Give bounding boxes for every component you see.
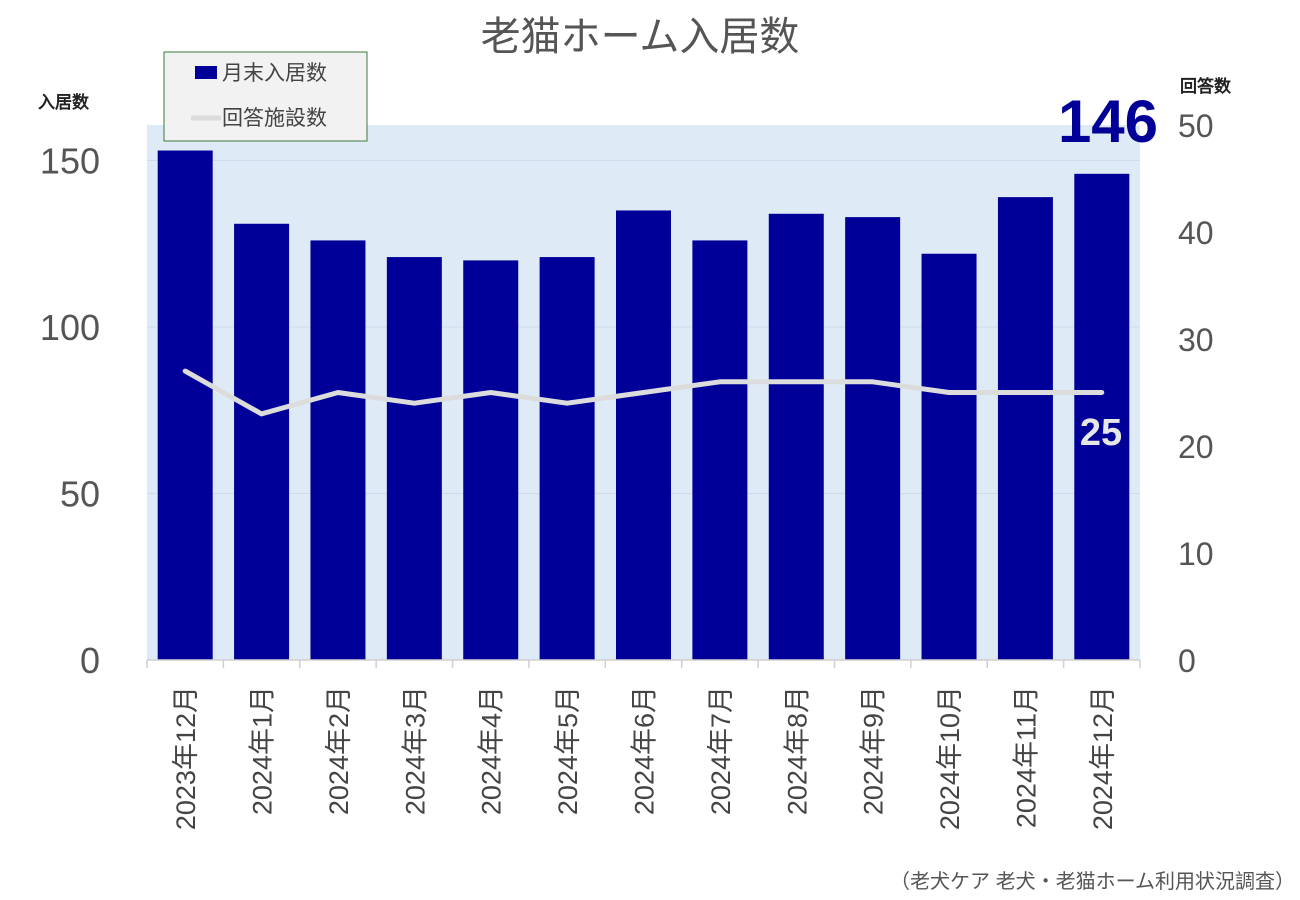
x-tick-label: 2024年11月 xyxy=(1011,686,1041,828)
x-tick-label: 2024年4月 xyxy=(477,686,507,815)
x-tick-label: 2023年12月 xyxy=(171,686,201,830)
line-point-2 xyxy=(335,390,340,395)
x-tick-label: 2024年10月 xyxy=(935,686,965,830)
right-tick-label: 50 xyxy=(1178,108,1214,144)
right-axis-ticks: 0 10 20 30 40 50 xyxy=(1178,108,1214,679)
x-axis-ticks: 2023年12月 2024年1月 2024年2月 2024年3月 2024年4月 2024… xyxy=(171,686,1118,830)
bar-series xyxy=(157,150,1130,661)
x-tick-label: 2024年1月 xyxy=(248,686,278,815)
legend-bar-swatch xyxy=(195,66,217,79)
bar-8 xyxy=(768,213,824,660)
legend: 月末入居数 回答施設数 xyxy=(163,51,368,142)
line-point-12 xyxy=(1099,390,1104,395)
x-axis xyxy=(146,659,1141,668)
bar-1 xyxy=(234,223,290,660)
x-tick-label: 2024年7月 xyxy=(706,686,736,815)
line-point-6 xyxy=(641,390,646,395)
bar-11 xyxy=(997,197,1053,660)
x-tick-label: 2024年5月 xyxy=(553,686,583,815)
left-axis-title: 入居数 xyxy=(38,92,90,112)
bar-4 xyxy=(463,260,519,660)
line-point-3 xyxy=(412,401,417,406)
line-point-1 xyxy=(259,411,264,416)
right-tick-label: 40 xyxy=(1178,215,1214,251)
chart-title: 老猫ホーム入居数 xyxy=(481,15,800,59)
bar-last-value-callout: 146 xyxy=(1058,88,1158,155)
left-tick-label: 50 xyxy=(60,474,100,515)
line-last-value-callout: 25 xyxy=(1080,412,1122,454)
x-tick-label: 2024年9月 xyxy=(859,686,889,815)
line-point-9 xyxy=(870,379,875,384)
left-tick-label: 150 xyxy=(40,141,100,182)
source-note: （老犬ケア 老犬・老猫ホーム利用状況調査） xyxy=(890,870,1295,893)
bar-7 xyxy=(692,240,748,661)
x-tick-label: 2024年2月 xyxy=(324,686,354,815)
line-point-4 xyxy=(488,390,493,395)
right-tick-label: 10 xyxy=(1178,536,1214,572)
bar-3 xyxy=(386,257,442,660)
right-axis-title: 回答数 xyxy=(1180,76,1232,96)
left-axis-ticks: 0 50 100 150 xyxy=(40,141,100,682)
right-tick-label: 20 xyxy=(1178,429,1214,465)
bar-2 xyxy=(310,240,366,661)
bar-5 xyxy=(539,257,595,660)
line-point-0 xyxy=(183,369,188,374)
left-tick-label: 100 xyxy=(40,307,100,348)
x-tick-label: 2024年8月 xyxy=(782,686,812,815)
legend-line-label: 回答施設数 xyxy=(222,107,327,130)
right-tick-label: 0 xyxy=(1178,643,1196,679)
line-point-10 xyxy=(947,390,952,395)
right-tick-label: 30 xyxy=(1178,322,1214,358)
line-point-7 xyxy=(717,379,722,384)
line-point-11 xyxy=(1023,390,1028,395)
legend-bar-label: 月末入居数 xyxy=(222,62,327,85)
bar-9 xyxy=(845,217,901,661)
line-point-8 xyxy=(794,379,799,384)
x-tick-label: 2024年3月 xyxy=(400,686,430,815)
line-point-5 xyxy=(565,401,570,406)
left-tick-label: 0 xyxy=(80,640,100,681)
x-tick-label: 2024年12月 xyxy=(1088,686,1118,830)
bar-12 xyxy=(1074,173,1130,660)
bar-0 xyxy=(157,150,213,660)
bar-6 xyxy=(616,210,671,660)
line-series xyxy=(182,368,1105,417)
bar-10 xyxy=(921,253,977,661)
x-tick-label: 2024年6月 xyxy=(630,686,660,815)
